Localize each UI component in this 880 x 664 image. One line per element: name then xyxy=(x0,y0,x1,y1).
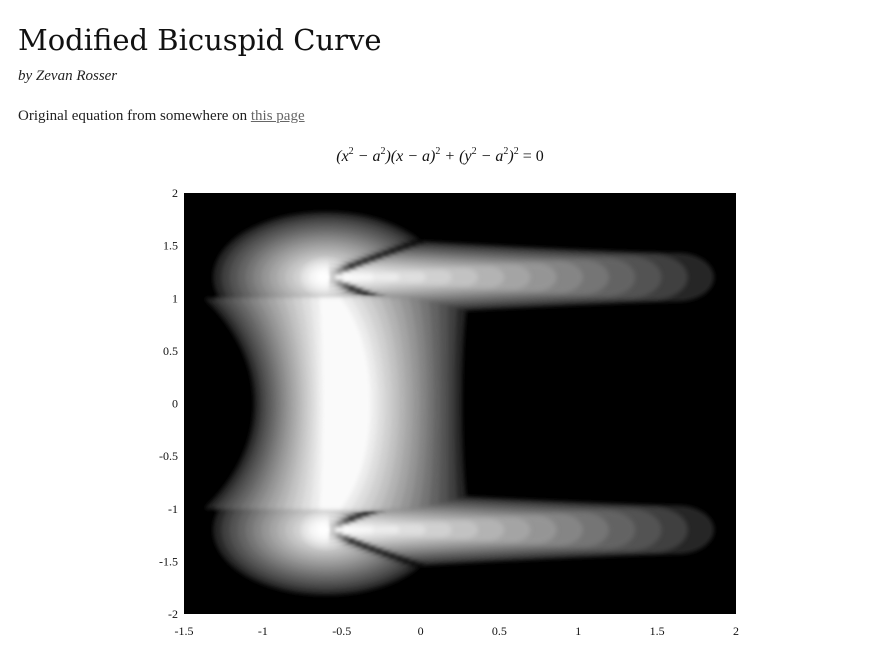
eq-part-6: 2 xyxy=(435,146,441,157)
eq-part-2: 2 xyxy=(348,146,354,157)
x-tick-label: 1.5 xyxy=(650,624,665,638)
x-tick-label: 2 xyxy=(733,624,739,638)
eq-part-9: − a xyxy=(476,148,504,165)
y-axis-ticks: 2 1.5 1 0.5 0 -0.5 -1 -1.5 -2 xyxy=(159,186,178,621)
source-link[interactable]: this page xyxy=(250,108,305,124)
x-tick-label: -0.5 xyxy=(332,624,351,638)
x-tick-label: 0.5 xyxy=(492,624,507,638)
contour-band xyxy=(319,298,372,509)
description-text: Original equation from somewhere on xyxy=(18,108,251,124)
bright-lobe xyxy=(297,255,354,300)
description: Original equation from somewhere on this… xyxy=(18,106,305,126)
author-byline: by Zevan Rosser xyxy=(18,68,118,84)
x-tick-label: 1 xyxy=(575,624,581,638)
page-title: Modified Bicuspid Curve xyxy=(18,23,382,57)
x-tick-label: -1 xyxy=(258,624,268,638)
y-tick-label: -2 xyxy=(168,607,178,621)
x-axis-ticks: -1.5 -1 -0.5 0 0.5 1 1.5 2 xyxy=(175,624,740,638)
eq-part-12: 2 xyxy=(513,146,519,157)
x-tick-label: 0 xyxy=(418,624,424,638)
y-tick-label: 1 xyxy=(172,291,178,305)
eq-part-11: ) xyxy=(508,148,514,165)
eq-part-3: − a xyxy=(353,148,381,165)
y-tick-label: -1 xyxy=(168,502,178,516)
eq-part-10: 2 xyxy=(503,146,509,157)
y-tick-label: 0 xyxy=(172,397,178,411)
equation: (x2 − a2)(x − a)2 + (y2 − a2)2 = 0 xyxy=(0,146,880,168)
y-tick-label: -0.5 xyxy=(159,449,178,463)
y-tick-label: -1.5 xyxy=(159,554,178,568)
x-tick-label: -1.5 xyxy=(175,624,194,638)
eq-part-8: 2 xyxy=(471,146,477,157)
eq-part-5: )(x − a) xyxy=(385,148,436,165)
y-tick-label: 1.5 xyxy=(163,239,178,253)
eq-part-4: 2 xyxy=(380,146,386,157)
y-tick-label: 2 xyxy=(172,186,178,200)
eq-part-1: (x xyxy=(336,148,349,165)
eq-part-13: = 0 xyxy=(518,148,544,165)
contour-levels xyxy=(204,211,714,596)
eq-part-7: + (y xyxy=(440,148,472,165)
y-tick-label: 0.5 xyxy=(163,344,178,358)
bright-lobe xyxy=(297,507,354,552)
